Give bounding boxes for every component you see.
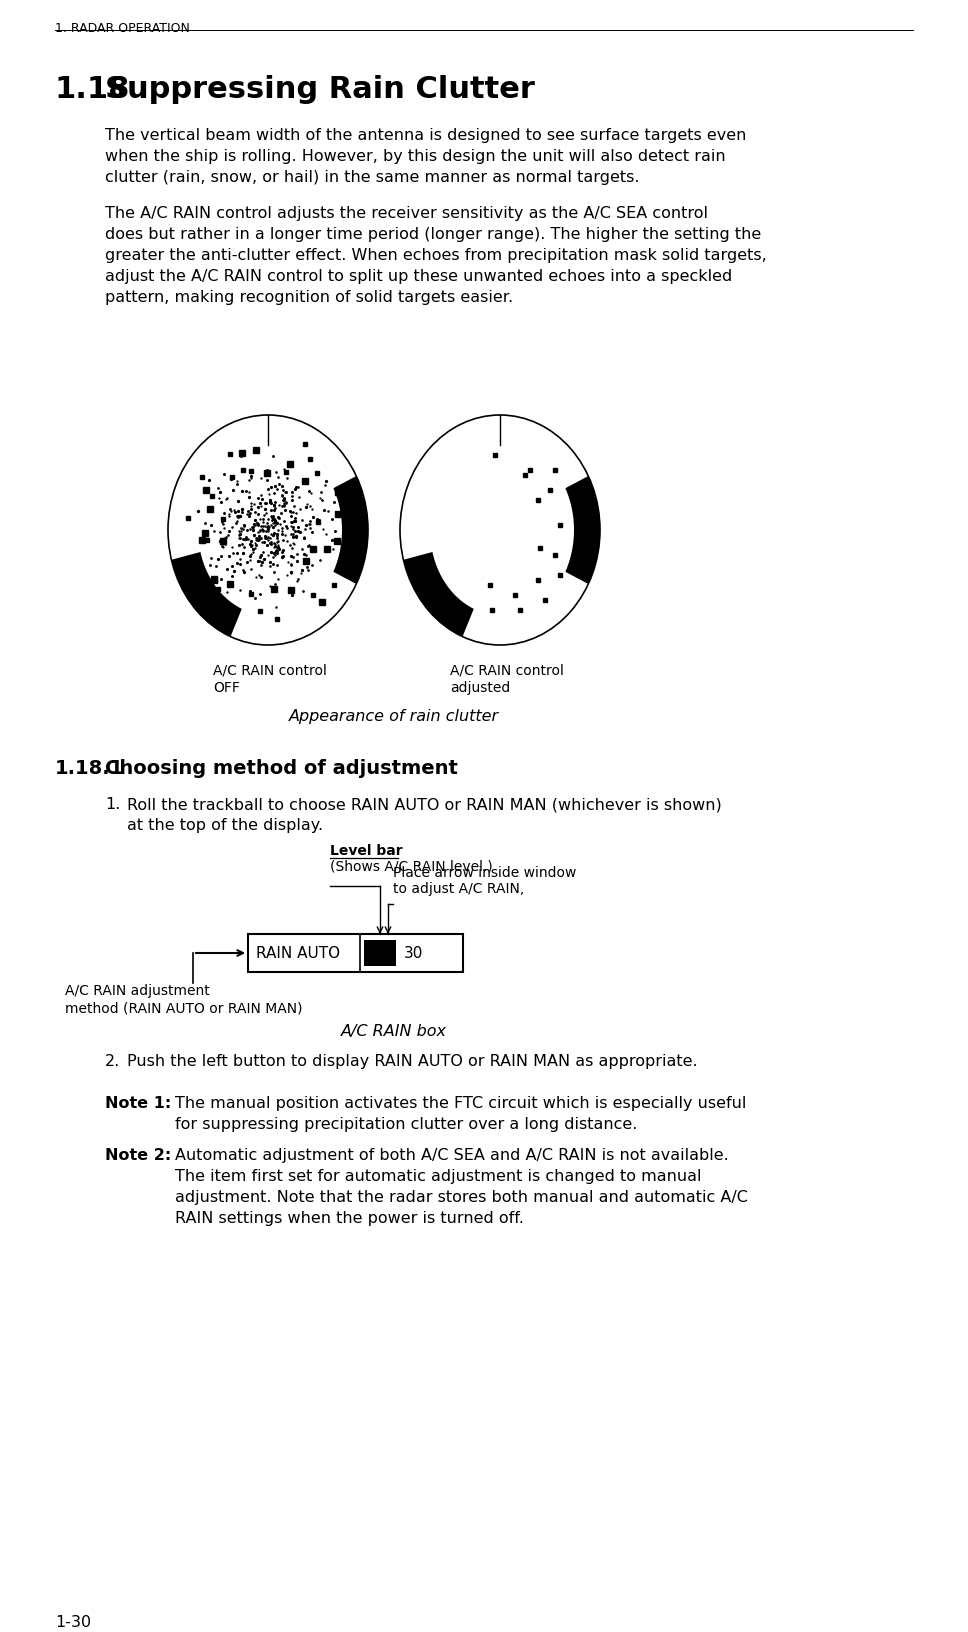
Text: Note 1:: Note 1: — [105, 1097, 171, 1111]
Text: greater the anti-clutter effect. When echoes from precipitation mask solid targe: greater the anti-clutter effect. When ec… — [105, 248, 767, 263]
Text: when the ship is rolling. However, by this design the unit will also detect rain: when the ship is rolling. However, by th… — [105, 149, 726, 163]
Text: The item first set for automatic adjustment is changed to manual: The item first set for automatic adjustm… — [175, 1169, 702, 1183]
Text: method (RAIN AUTO or RAIN MAN): method (RAIN AUTO or RAIN MAN) — [65, 1000, 302, 1015]
Text: Place arrow inside window: Place arrow inside window — [393, 867, 576, 880]
Text: 1-30: 1-30 — [55, 1616, 91, 1630]
Text: RAIN AUTO: RAIN AUTO — [256, 947, 340, 961]
Text: Push the left button to display RAIN AUTO or RAIN MAN as appropriate.: Push the left button to display RAIN AUT… — [127, 1054, 698, 1069]
Text: adjusted: adjusted — [450, 681, 510, 695]
Text: Roll the trackball to choose RAIN AUTO or RAIN MAN (whichever is shown): Roll the trackball to choose RAIN AUTO o… — [127, 796, 722, 813]
Text: at the top of the display.: at the top of the display. — [127, 818, 323, 832]
Polygon shape — [565, 477, 600, 584]
Text: adjustment. Note that the radar stores both manual and automatic A/C: adjustment. Note that the radar stores b… — [175, 1190, 748, 1204]
Text: Suppressing Rain Clutter: Suppressing Rain Clutter — [105, 75, 535, 104]
Polygon shape — [404, 552, 473, 636]
Text: A/C RAIN control: A/C RAIN control — [213, 663, 327, 677]
Text: Level bar: Level bar — [330, 844, 403, 858]
Text: (Shows A/C RAIN level.): (Shows A/C RAIN level.) — [330, 860, 493, 875]
Text: 1.18.1: 1.18.1 — [55, 759, 124, 778]
Text: clutter (rain, snow, or hail) in the same manner as normal targets.: clutter (rain, snow, or hail) in the sam… — [105, 170, 640, 184]
Text: Appearance of rain clutter: Appearance of rain clutter — [288, 708, 499, 725]
Polygon shape — [333, 477, 368, 584]
Text: pattern, making recognition of solid targets easier.: pattern, making recognition of solid tar… — [105, 290, 513, 305]
Text: to adjust A/C RAIN,: to adjust A/C RAIN, — [393, 881, 525, 896]
Text: The A/C RAIN control adjusts the receiver sensitivity as the A/C SEA control: The A/C RAIN control adjusts the receive… — [105, 206, 708, 220]
Text: Choosing method of adjustment: Choosing method of adjustment — [105, 759, 458, 778]
Text: Automatic adjustment of both A/C SEA and A/C RAIN is not available.: Automatic adjustment of both A/C SEA and… — [175, 1147, 729, 1164]
Text: does but rather in a longer time period (longer range). The higher the setting t: does but rather in a longer time period … — [105, 227, 761, 242]
Polygon shape — [171, 552, 242, 636]
Text: 2.: 2. — [105, 1054, 120, 1069]
Text: 1.: 1. — [105, 796, 120, 813]
Text: Note 2:: Note 2: — [105, 1147, 171, 1164]
Text: A/C RAIN box: A/C RAIN box — [341, 1023, 447, 1040]
Text: A/C RAIN control: A/C RAIN control — [450, 663, 564, 677]
Text: A/C RAIN adjustment: A/C RAIN adjustment — [65, 984, 210, 999]
Bar — [248, 934, 463, 973]
Text: 1.18: 1.18 — [55, 75, 131, 104]
Text: RAIN settings when the power is turned off.: RAIN settings when the power is turned o… — [175, 1211, 524, 1226]
Text: 30: 30 — [404, 947, 423, 961]
Text: 1. RADAR OPERATION: 1. RADAR OPERATION — [55, 21, 190, 34]
Text: The manual position activates the FTC circuit which is especially useful: The manual position activates the FTC ci… — [175, 1097, 746, 1111]
Text: for suppressing precipitation clutter over a long distance.: for suppressing precipitation clutter ov… — [175, 1116, 637, 1133]
Text: adjust the A/C RAIN control to split up these unwanted echoes into a speckled: adjust the A/C RAIN control to split up … — [105, 269, 732, 284]
Bar — [364, 940, 396, 966]
Text: The vertical beam width of the antenna is designed to see surface targets even: The vertical beam width of the antenna i… — [105, 127, 746, 144]
Text: OFF: OFF — [213, 681, 240, 695]
